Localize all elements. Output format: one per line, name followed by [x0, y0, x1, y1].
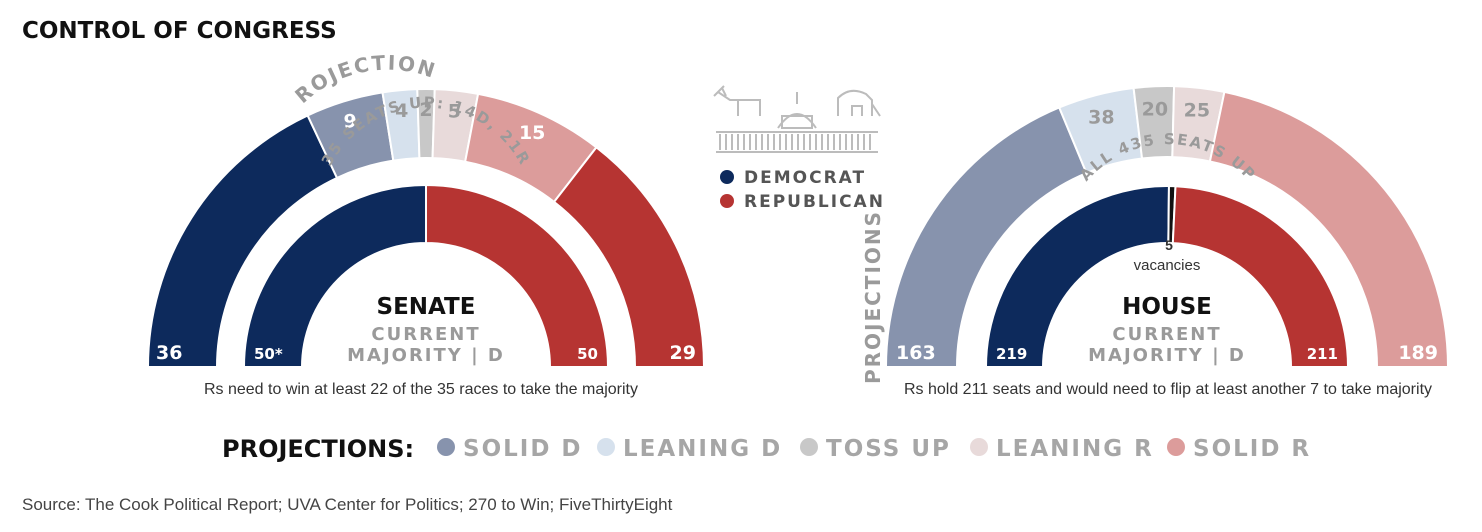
senate-outer-labels: 36 9 4 2 5 15 29 [156, 99, 696, 364]
projections-legend-heading: PROJECTIONS: [222, 435, 414, 463]
party-legend: DEMOCRAT REPUBLICAN [720, 168, 885, 212]
legend-dot-republican [720, 194, 734, 208]
legend-label-solid-d: SOLID D [463, 436, 583, 462]
house-note: Rs hold 211 seats and would need to flip… [904, 381, 1432, 398]
senate-outer-label-democrat: 36 [156, 342, 182, 364]
house-outer-labels: 163 38 20 25 189 [896, 98, 1438, 364]
house-inner-label-republican: 211 [1307, 345, 1338, 363]
senate-projections-label: PROJECTIONS [0, 0, 440, 108]
senate-outer-label-toss_up: 2 [419, 99, 432, 121]
house-outer-label-solid_r: 189 [1398, 342, 1438, 364]
legend-label-solid-r: SOLID R [1193, 436, 1311, 462]
legend-dot-solid-d [437, 438, 455, 456]
legend-dot-democrat [720, 170, 734, 184]
party-icons [713, 85, 881, 153]
senate-outer-label-solid_r: 15 [519, 122, 545, 144]
senate-outer-label-solid_d: 9 [344, 110, 357, 132]
house-vacancy-count: 5 [1165, 237, 1173, 253]
house-inner-arc-republican [1171, 185, 1350, 368]
chart-title: CONTROL OF CONGRESS [22, 18, 337, 44]
senate-inner-arc-republican [425, 183, 610, 368]
legend-dot-leaning-r [970, 438, 988, 456]
legend-label-leaning-d: LEANING D [623, 436, 782, 462]
house-outer-label-solid_d: 163 [896, 342, 936, 364]
capitol-base [716, 131, 878, 153]
senate-note: Rs need to win at least 22 of the 35 rac… [204, 381, 638, 398]
house-title: HOUSE [1122, 294, 1212, 320]
house-inner-ring [984, 185, 1350, 368]
house-vacancy-label: vacancies [1134, 257, 1201, 274]
house-outer-label-leaning_d: 38 [1088, 106, 1114, 128]
source-note: Source: The Cook Political Report; UVA C… [22, 495, 673, 514]
senate-inner-arc-democrat [242, 183, 427, 368]
legend-dot-toss-up [800, 438, 818, 456]
senate-inner-ring [242, 183, 610, 368]
senate-outer-arc-republican [552, 145, 706, 368]
elephant-icon [837, 89, 881, 117]
house-projections-label: PROJECTIONS [861, 210, 885, 384]
house-status-line2: MAJORITY | D [1088, 345, 1246, 366]
senate-outer-ring [146, 88, 706, 368]
senate-title: SENATE [377, 294, 476, 320]
house-status-line1: CURRENT [1112, 324, 1221, 345]
senate-status-line2: MAJORITY | D [347, 345, 505, 366]
legend-label-leaning-r: LEANING R [996, 436, 1154, 462]
senate-inner-label-republican: 50 [577, 345, 598, 363]
projections-legend: PROJECTIONS: SOLID D LEANING D TOSS UP LEAN… [222, 435, 1311, 463]
legend-dot-leaning-d [597, 438, 615, 456]
house-outer-label-toss_up: 20 [1142, 98, 1168, 120]
house-inner-labels: 219 211 [996, 345, 1338, 363]
senate-outer-label-leaning_d: 4 [395, 100, 408, 122]
senate-outer-label-leaning_r: 5 [448, 101, 461, 123]
house-outer-ring [884, 85, 1450, 368]
house-outer-label-leaning_r: 25 [1184, 100, 1210, 122]
house-outer-arc-solid_r [1208, 90, 1450, 368]
legend-label-toss-up: TOSS UP [826, 436, 951, 462]
house-inner-label-democrat: 219 [996, 345, 1027, 363]
senate-inner-labels: 50* 50 [254, 345, 598, 363]
senate-inner-label-democrat: 50* [254, 345, 283, 363]
donkey-icon [713, 85, 761, 116]
legend-label-democrat: DEMOCRAT [744, 168, 866, 188]
capitol-icon [777, 92, 817, 129]
legend-dot-solid-r [1167, 438, 1185, 456]
legend-label-republican: REPUBLICAN [744, 192, 885, 212]
senate-status-line1: CURRENT [371, 324, 480, 345]
senate-outer-label-republican: 29 [670, 342, 696, 364]
